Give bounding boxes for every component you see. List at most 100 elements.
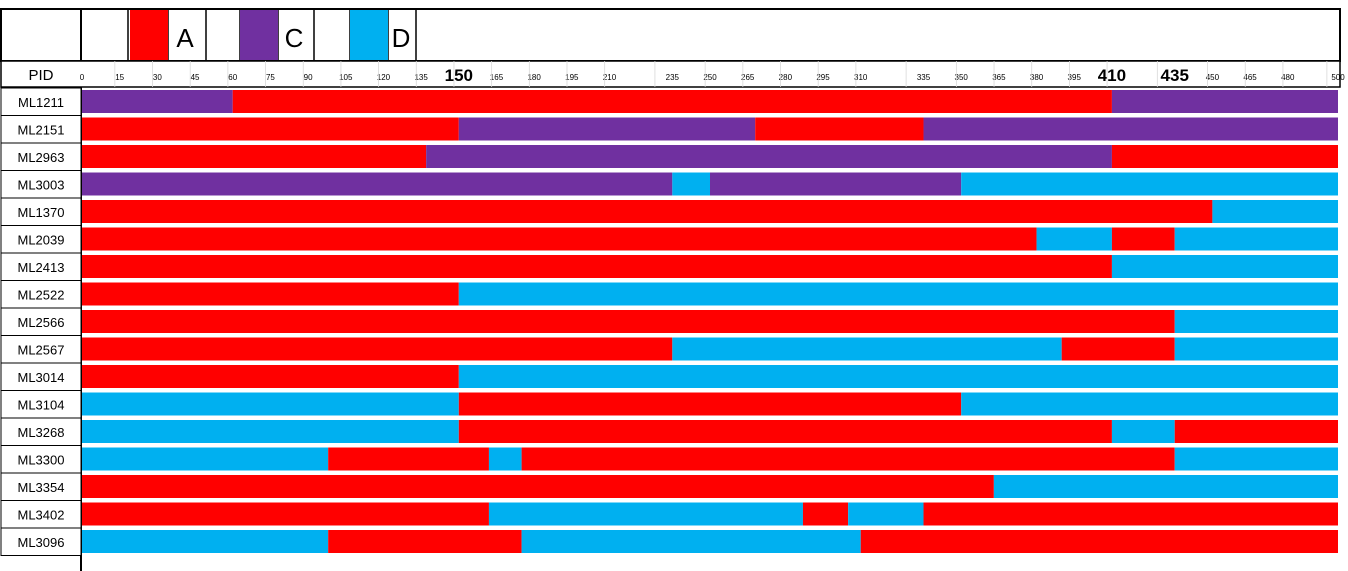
segment-a: [82, 227, 1037, 251]
x-tick-label: 480: [1281, 73, 1295, 82]
x-tick-label: 75: [266, 73, 275, 82]
pid-cell: [0, 527, 82, 556]
pid-label: ML3354: [18, 480, 65, 495]
legend-label-d: D: [392, 23, 411, 53]
segment-row: ML2151: [0, 115, 1338, 144]
segment-d: [1174, 310, 1338, 333]
segment-d: [521, 530, 861, 553]
segment-a: [82, 337, 673, 361]
axis-header-row: PID 0 15 30 45 60 75 90 105 120 135 150 165 180 195 21…: [0, 60, 1345, 88]
segment-a: [1111, 227, 1175, 251]
pid-label: ML3300: [18, 452, 65, 467]
legend-frame: [0, 8, 1341, 62]
pid-cell: [0, 335, 82, 364]
legend-swatch-d: [350, 10, 388, 60]
segment-c: [458, 117, 756, 141]
pid-label: ML2567: [18, 342, 65, 357]
segment-row: ML3096: [0, 527, 1338, 556]
segment-d: [1174, 227, 1338, 251]
segment-a: [755, 117, 924, 141]
legend-swatch-a: [130, 10, 168, 60]
x-tick-label: 195: [565, 73, 579, 82]
pid-cell: [0, 115, 82, 144]
segment-row: ML2567: [0, 335, 1338, 364]
segment-a: [328, 447, 489, 471]
x-tick-label: 0: [80, 73, 85, 82]
pid-cell: [0, 280, 82, 309]
segment-a: [82, 365, 459, 388]
x-tick-label: 250: [703, 73, 717, 82]
segment-c: [82, 90, 233, 113]
segment-c: [82, 172, 673, 196]
x-tick-label: 410: [1098, 66, 1126, 85]
pid-label: ML3402: [18, 507, 65, 522]
segment-a: [82, 475, 994, 498]
segment-a: [923, 502, 1338, 526]
segment-a: [802, 502, 849, 526]
segment-row: ML2522: [0, 280, 1338, 309]
segment-a: [232, 90, 1112, 113]
segment-rows: ML1211 ML2151 ML2963 ML3003 ML1370 ML2039 ML24…: [0, 87, 1338, 556]
axis-header-frame: [0, 60, 1341, 88]
x-tick-label: 105: [339, 73, 353, 82]
x-tick-label: 465: [1243, 73, 1257, 82]
segment-c: [710, 172, 962, 196]
segment-row: ML3268: [0, 417, 1338, 446]
segment-d: [1174, 337, 1338, 361]
x-tick-label: 30: [153, 73, 162, 82]
segment-a: [458, 420, 1112, 443]
row-header-label: PID: [28, 67, 53, 84]
segment-d: [82, 447, 329, 471]
pid-label: ML3104: [18, 397, 65, 412]
pid-cell: [0, 500, 82, 529]
pid-cell: [0, 417, 82, 446]
pid-label: ML3268: [18, 425, 65, 440]
x-axis-ticks: 0 15 30 45 60 75 90 105 120 135 150 165 180 195 210 235…: [80, 61, 1345, 87]
segment-d: [993, 475, 1338, 498]
segment-a: [82, 145, 427, 168]
pid-label: ML2039: [18, 232, 65, 247]
x-tick-label: 310: [854, 73, 868, 82]
pid-cell: [0, 197, 82, 226]
segment-row: ML1370: [0, 197, 1338, 226]
segment-d: [1036, 227, 1112, 251]
segment-d: [1111, 420, 1175, 443]
segment-a: [458, 392, 962, 416]
pid-label: ML3003: [18, 177, 65, 192]
segment-a: [82, 282, 459, 306]
segment-d: [961, 172, 1338, 196]
segment-row: ML3003: [0, 170, 1338, 199]
x-tick-label: 60: [228, 73, 237, 82]
segment-row: ML2566: [0, 307, 1338, 336]
segment-c: [426, 145, 1112, 168]
segment-a: [328, 530, 522, 553]
legend-label-c: C: [285, 23, 304, 53]
x-tick-label: 450: [1206, 73, 1220, 82]
segment-d: [848, 502, 924, 526]
segment-d: [672, 172, 710, 196]
segment-a: [82, 310, 1175, 333]
segment-d: [1212, 200, 1338, 223]
segment-a: [521, 447, 1175, 471]
segment-d: [488, 502, 803, 526]
segment-d: [961, 392, 1338, 416]
segment-a: [82, 200, 1213, 223]
segment-row: ML2039: [0, 225, 1338, 254]
pid-cell: [0, 362, 82, 391]
segment-row: ML3014: [0, 362, 1338, 391]
pid-cell: [0, 390, 82, 419]
segment-d: [1111, 255, 1338, 278]
segment-a: [82, 502, 489, 526]
pid-cell: [0, 445, 82, 474]
legend-label-a: A: [176, 23, 194, 53]
x-tick-label: 135: [414, 73, 428, 82]
legend-swatch-c: [240, 10, 278, 60]
pid-label: ML2963: [18, 150, 65, 165]
x-tick-label: 335: [917, 73, 931, 82]
segment-c: [1111, 90, 1338, 113]
segment-d: [672, 337, 1062, 361]
x-tick-label: 45: [191, 73, 200, 82]
x-tick-label: 265: [741, 73, 755, 82]
x-tick-label: 365: [992, 73, 1006, 82]
